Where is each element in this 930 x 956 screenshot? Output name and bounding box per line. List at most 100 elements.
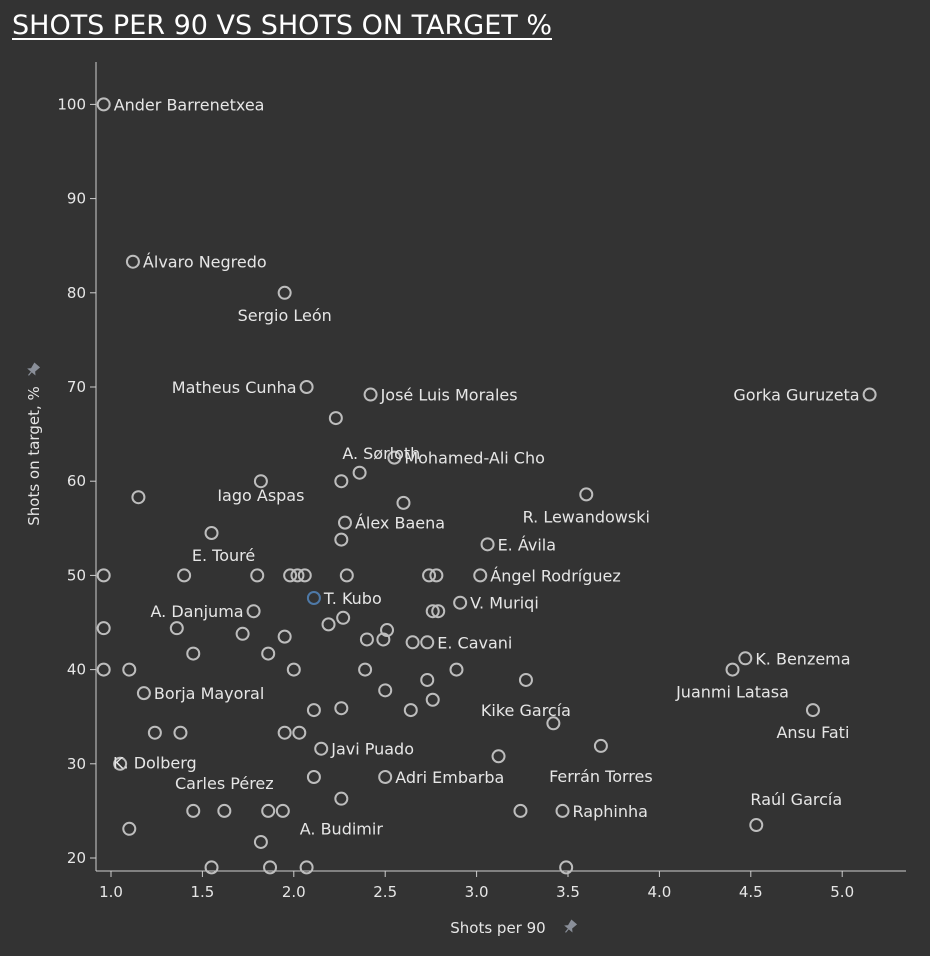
data-point[interactable] — [359, 632, 374, 647]
data-point[interactable] — [277, 629, 292, 644]
data-point[interactable] — [403, 703, 418, 718]
data-point[interactable] — [292, 725, 307, 740]
data-point[interactable] — [593, 738, 608, 753]
data-point[interactable] — [422, 568, 437, 583]
data-point[interactable] — [420, 672, 435, 687]
data-point[interactable] — [277, 725, 292, 740]
data-point[interactable] — [125, 254, 140, 269]
data-point[interactable] — [177, 568, 192, 583]
data-point[interactable] — [546, 716, 561, 731]
data-point[interactable] — [334, 474, 349, 489]
data-point[interactable] — [297, 568, 312, 583]
data-point[interactable] — [306, 703, 321, 718]
data-point[interactable] — [363, 387, 378, 402]
data-point[interactable] — [334, 532, 349, 547]
data-point[interactable] — [306, 591, 321, 606]
data-point[interactable] — [725, 662, 740, 677]
data-point[interactable] — [337, 515, 352, 530]
point-label: Raúl García — [750, 790, 842, 809]
data-point[interactable] — [277, 285, 292, 300]
data-point[interactable] — [113, 756, 128, 771]
data-point[interactable] — [263, 860, 278, 875]
data-point[interactable] — [352, 465, 367, 480]
point-label: Borja Mayoral — [154, 684, 264, 703]
data-point[interactable] — [204, 526, 219, 541]
data-point[interactable] — [217, 803, 232, 818]
data-point[interactable] — [513, 803, 528, 818]
data-point[interactable] — [491, 749, 506, 764]
data-point[interactable] — [186, 803, 201, 818]
data-point[interactable] — [299, 380, 314, 394]
data-points — [96, 97, 877, 875]
data-point[interactable] — [334, 701, 349, 716]
data-point[interactable] — [559, 860, 574, 875]
data-point[interactable] — [275, 803, 290, 818]
data-point[interactable] — [261, 803, 276, 818]
data-point[interactable] — [449, 662, 464, 677]
data-point[interactable] — [253, 834, 268, 849]
data-point[interactable] — [96, 621, 111, 636]
point-label: Mohamed-Ali Cho — [404, 449, 545, 468]
data-point[interactable] — [306, 769, 321, 784]
data-point[interactable] — [387, 450, 402, 465]
data-point[interactable] — [431, 604, 446, 619]
data-point[interactable] — [378, 769, 393, 784]
data-point[interactable] — [250, 568, 265, 583]
data-point[interactable] — [122, 662, 137, 677]
data-point[interactable] — [169, 621, 184, 636]
point-label: José Luis Morales — [380, 386, 518, 405]
data-point[interactable] — [321, 617, 336, 632]
x-ticks: 1.0 1.5 2.0 2.5 3.0 3.5 4.0 4.5 5.0 — [99, 871, 854, 901]
data-point[interactable] — [173, 725, 188, 740]
data-point[interactable] — [286, 662, 301, 677]
data-point[interactable] — [96, 568, 111, 583]
data-point[interactable] — [136, 686, 151, 701]
data-point[interactable] — [122, 821, 137, 836]
data-point[interactable] — [805, 703, 820, 718]
data-point[interactable] — [378, 683, 393, 698]
data-point[interactable] — [425, 692, 440, 707]
data-point[interactable] — [328, 411, 343, 426]
data-point[interactable] — [96, 662, 111, 677]
data-point[interactable] — [396, 495, 411, 510]
data-point[interactable] — [425, 604, 440, 619]
pin-icon[interactable] — [562, 919, 578, 935]
data-point[interactable] — [473, 568, 488, 583]
data-point[interactable] — [453, 595, 468, 610]
data-point[interactable] — [429, 568, 444, 583]
point-label: T. Kubo — [323, 589, 382, 608]
data-point[interactable] — [420, 635, 435, 650]
data-point[interactable] — [147, 725, 162, 740]
data-point[interactable] — [246, 604, 261, 619]
data-point[interactable] — [339, 568, 354, 583]
data-point[interactable] — [862, 387, 877, 402]
data-point[interactable] — [290, 568, 305, 583]
point-label: A. Danjuma — [151, 602, 244, 621]
data-point[interactable] — [336, 610, 351, 625]
data-point[interactable] — [299, 860, 314, 875]
data-point[interactable] — [749, 818, 764, 833]
point-label: V. Muriqi — [470, 594, 539, 613]
data-point[interactable] — [480, 537, 495, 552]
data-point[interactable] — [579, 487, 594, 502]
data-point[interactable] — [261, 646, 276, 661]
data-point[interactable] — [738, 651, 753, 666]
pin-icon[interactable] — [25, 362, 41, 378]
point-label: Ansu Fati — [776, 723, 849, 742]
data-point[interactable] — [405, 635, 420, 650]
data-point[interactable] — [358, 662, 373, 677]
data-point[interactable] — [376, 632, 391, 647]
data-point[interactable] — [204, 860, 219, 875]
data-point[interactable] — [518, 672, 533, 687]
data-point[interactable] — [131, 490, 146, 505]
data-point[interactable] — [283, 568, 298, 583]
data-point[interactable] — [253, 474, 268, 489]
data-point[interactable] — [186, 646, 201, 661]
data-point[interactable] — [334, 791, 349, 806]
point-labels: Ander Barrenetxea Álvaro Negredo Sergio Le… — [113, 95, 860, 838]
point-label: Gorka Guruzeta — [733, 386, 859, 405]
data-point[interactable] — [314, 741, 329, 756]
data-point[interactable] — [96, 97, 111, 112]
data-point[interactable] — [555, 803, 570, 818]
data-point[interactable] — [235, 626, 250, 641]
